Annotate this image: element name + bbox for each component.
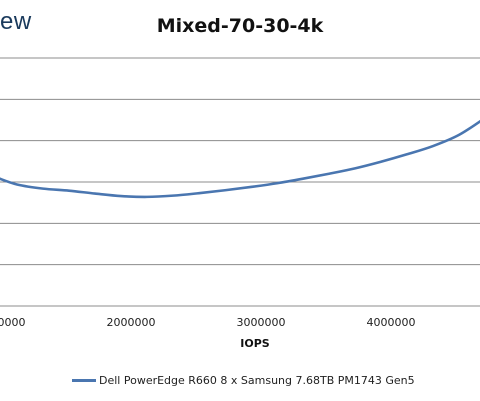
x-tick-labels: 1000000 2000000 3000000 4000000 [0, 316, 416, 329]
brand-logo: ew [0, 8, 32, 35]
legend-swatch [72, 378, 96, 382]
x-axis-label: IOPS [240, 337, 270, 350]
gridlines [0, 57, 480, 307]
chart-title: Mixed-70-30-4k [156, 15, 324, 37]
legend: Dell PowerEdge R660 8 x Samsung 7.68TB P… [72, 373, 415, 387]
x-tick-label: 2000000 [107, 316, 156, 329]
series-layer [0, 119, 480, 199]
x-tick-label: 1000000 [0, 316, 26, 329]
x-tick-label: 3000000 [237, 316, 286, 329]
x-tick-label: 4000000 [367, 316, 416, 329]
legend-label: Dell PowerEdge R660 8 x Samsung 7.68TB P… [99, 373, 415, 387]
series-line [0, 119, 480, 199]
